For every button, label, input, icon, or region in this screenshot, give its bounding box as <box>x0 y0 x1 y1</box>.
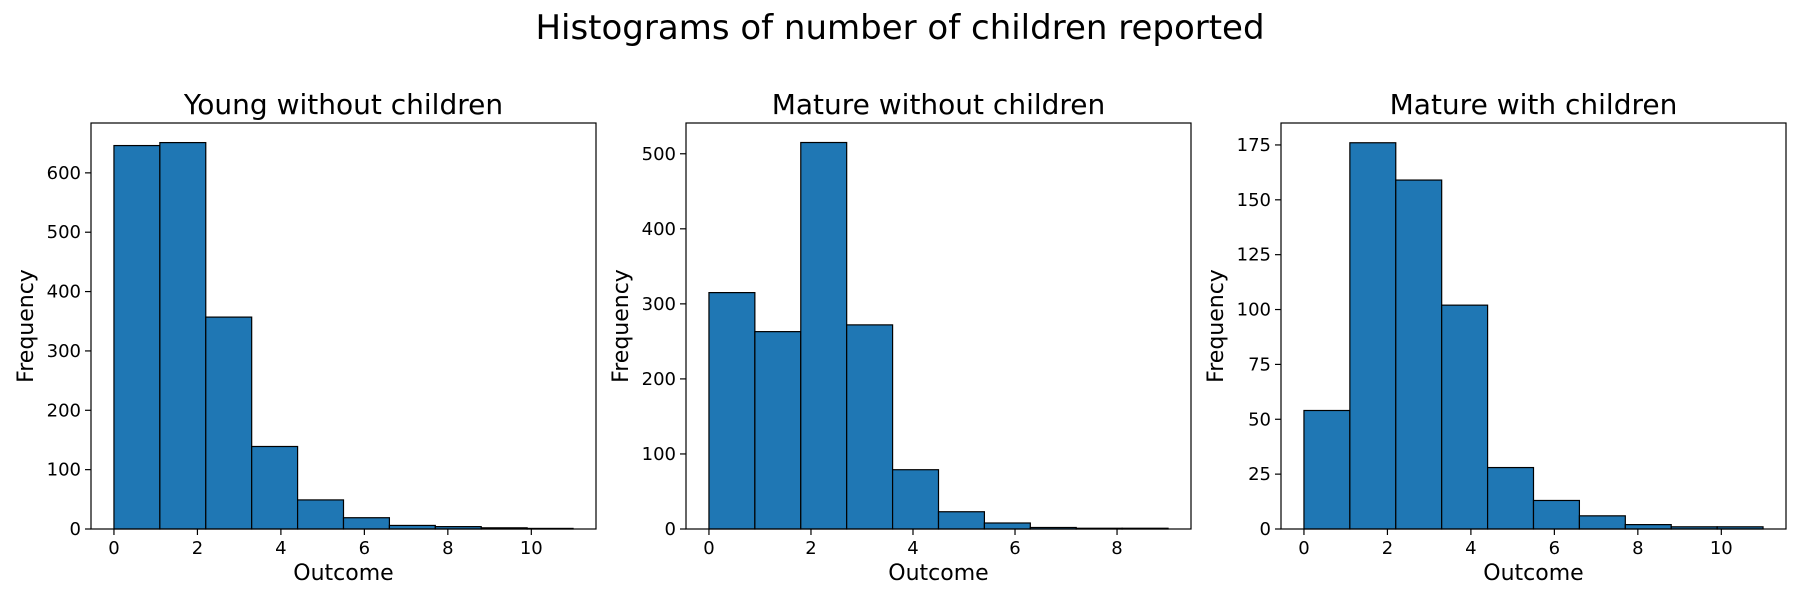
y-tick-label: 100 <box>47 460 81 481</box>
y-tick-label: 0 <box>665 519 676 540</box>
panel-title: Mature with children <box>1390 88 1678 121</box>
y-tick-label: 600 <box>47 163 81 184</box>
histogram-bar <box>296 499 345 530</box>
y-tick-label: 50 <box>1248 409 1271 430</box>
y-tick-label: 150 <box>1237 190 1271 211</box>
x-tick-label: 8 <box>442 538 453 559</box>
y-tick-label: 300 <box>642 294 676 315</box>
y-axis-label: Frequency <box>609 269 634 383</box>
x-tick-label: 0 <box>703 538 714 559</box>
x-tick-label: 0 <box>1298 538 1309 559</box>
histogram-bar <box>937 511 986 530</box>
x-tick-label: 8 <box>1111 538 1122 559</box>
axes-frame <box>685 122 1192 530</box>
x-tick-label: 8 <box>1632 538 1643 559</box>
x-tick-label: 4 <box>275 538 286 559</box>
y-tick-label: 300 <box>47 341 81 362</box>
histogram-bar <box>159 141 207 530</box>
histogram-bar <box>1578 515 1626 530</box>
histogram-bar <box>1441 304 1489 530</box>
x-tick-label: 2 <box>805 538 816 559</box>
axes-frame <box>1280 122 1787 530</box>
histogram-bar <box>1395 179 1443 530</box>
histogram-bar <box>1532 499 1581 530</box>
x-tick-label: 6 <box>359 538 370 559</box>
histogram-bar <box>205 316 253 530</box>
y-tick-label: 500 <box>642 144 676 165</box>
x-tick-label: 4 <box>1465 538 1476 559</box>
axes-frame <box>90 122 597 530</box>
x-tick-label: 0 <box>108 538 119 559</box>
y-tick-label: 25 <box>1248 464 1271 485</box>
histogram-bar <box>891 469 940 530</box>
x-tick-label: 2 <box>1382 538 1393 559</box>
panel-title: Young without children <box>183 88 503 121</box>
histogram-bar <box>708 292 756 530</box>
histogram-panel-2: 0 2 4 6 8 0 100 200 300 400 500 Mature without chil… <box>609 88 1192 586</box>
y-tick-label: 0 <box>1260 519 1271 540</box>
histogram-bar <box>1303 409 1351 530</box>
y-tick-label: 200 <box>642 369 676 390</box>
histogram-bar <box>1349 142 1397 530</box>
histogram-bar <box>754 331 802 530</box>
x-axis-label: Outcome <box>293 561 393 586</box>
histogram-bar <box>846 324 894 530</box>
histogram-bar <box>1486 466 1535 530</box>
y-tick-label: 500 <box>47 222 81 243</box>
y-tick-label: 400 <box>47 282 81 303</box>
y-tick-label: 400 <box>642 219 676 240</box>
histogram-bar <box>342 517 391 530</box>
y-tick-label: 75 <box>1248 354 1271 375</box>
x-axis-label: Outcome <box>1483 561 1583 586</box>
x-tick-label: 6 <box>1549 538 1560 559</box>
y-tick-label: 125 <box>1237 245 1271 266</box>
y-tick-label: 100 <box>1237 300 1271 321</box>
figure-title: Histograms of number of children reporte… <box>535 8 1265 48</box>
x-tick-label: 4 <box>907 538 918 559</box>
y-tick-label: 175 <box>1237 135 1271 156</box>
histogram-bar <box>1624 524 1672 530</box>
x-tick-label: 2 <box>192 538 203 559</box>
y-axis-label: Frequency <box>14 269 39 383</box>
panel-title: Mature without children <box>772 88 1106 121</box>
x-tick-label: 6 <box>1009 538 1020 559</box>
y-tick-label: 0 <box>70 519 81 540</box>
x-tick-label: 10 <box>520 538 543 559</box>
histogram-bar <box>800 141 848 530</box>
y-tick-label: 100 <box>642 444 676 465</box>
x-tick-label: 10 <box>1710 538 1733 559</box>
x-axis-label: Outcome <box>888 561 988 586</box>
histogram-bar <box>251 445 299 530</box>
histogram-bar <box>983 522 1031 530</box>
y-axis-label: Frequency <box>1204 269 1229 383</box>
y-tick-label: 200 <box>47 400 81 421</box>
histogram-bar <box>113 144 161 530</box>
